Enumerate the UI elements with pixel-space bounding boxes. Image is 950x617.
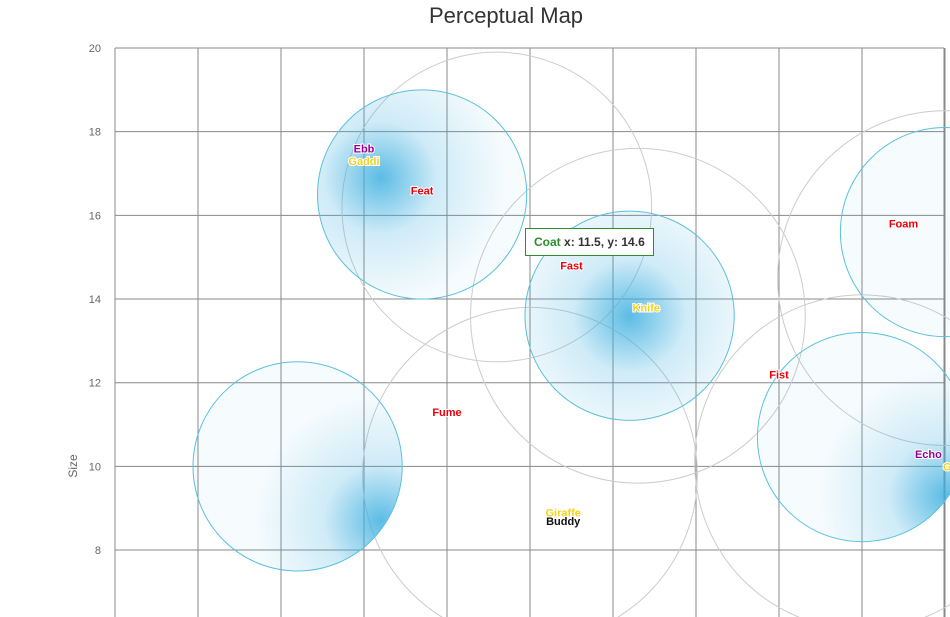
bubble (192, 361, 403, 572)
point-label-fast[interactable]: Fast (559, 260, 584, 274)
point-label-buddy[interactable]: Buddy (545, 515, 582, 529)
bubble (756, 332, 950, 543)
point-label-gaggle[interactable]: Gaggle (942, 460, 950, 474)
point-label-giraffe[interactable]: Giraffe (544, 506, 581, 520)
point-label-foam[interactable]: Foam (888, 218, 920, 232)
chart-title: Perceptual Map (428, 3, 584, 28)
bubbles (192, 89, 950, 572)
y-axis-label: Size (66, 454, 80, 478)
ring (470, 147, 806, 484)
point-label-fume[interactable]: Fume (431, 406, 462, 420)
y-tick-label: 12 (89, 378, 101, 390)
point-label-fist[interactable]: Fist (768, 368, 790, 382)
point-label-ebb[interactable]: Ebb (353, 142, 376, 156)
tooltip-series-name: Coat (534, 235, 561, 249)
point-label-knife[interactable]: Knife (631, 301, 661, 315)
y-tick-label: 18 (89, 127, 101, 139)
y-tick-label: 10 (89, 461, 101, 473)
y-axis-ticks: 8 10 12 14 16 18 20 (89, 43, 101, 557)
bubble (524, 210, 735, 421)
y-tick-label: 20 (89, 43, 101, 55)
point-label-echo[interactable]: Echo (914, 448, 943, 462)
point-label-feat[interactable]: Feat (410, 184, 435, 198)
bubble (839, 127, 950, 338)
y-tick-label: 8 (95, 545, 101, 557)
point-label-gaddi[interactable]: Gaddi (347, 155, 380, 169)
tooltip: Coat x: 11.5, y: 14.6 (525, 228, 654, 256)
tooltip-values: x: 11.5, y: 14.6 (564, 235, 645, 249)
y-tick-label: 14 (89, 294, 101, 306)
y-tick-label: 16 (89, 210, 101, 222)
bubble (317, 89, 528, 300)
